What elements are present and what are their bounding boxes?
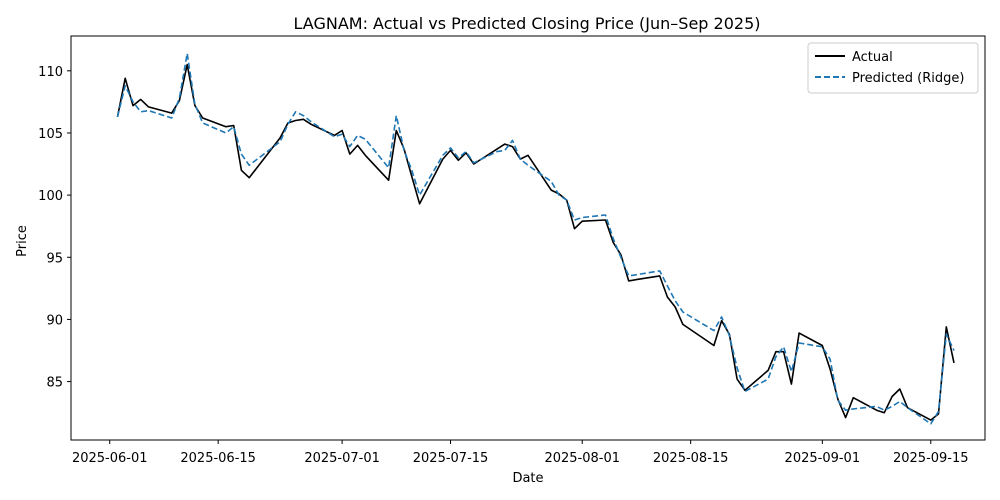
chart-title: LAGNAM: Actual vs Predicted Closing Pric… <box>294 14 761 33</box>
y-tick-label: 105 <box>38 127 63 142</box>
legend: Actual Predicted (Ridge) <box>807 42 979 94</box>
legend-label-predicted: Predicted (Ridge) <box>852 71 964 86</box>
legend-box <box>807 42 979 94</box>
series-line-predicted <box>116 52 955 425</box>
y-tick-label: 110 <box>38 65 63 80</box>
y-tick-label: 90 <box>46 313 63 328</box>
x-tick-label: 2025-07-15 <box>413 451 489 466</box>
x-axis-label: Date <box>512 471 543 486</box>
y-axis-label: Price <box>15 225 30 257</box>
x-tick-label: 2025-06-01 <box>72 451 148 466</box>
plot-frame <box>70 35 986 441</box>
x-tick-label: 2025-09-15 <box>893 451 969 466</box>
legend-label-actual: Actual <box>852 50 893 65</box>
x-tick-label: 2025-09-01 <box>785 451 861 466</box>
y-axis: 85 90 95 100 105 110 <box>38 65 71 391</box>
y-tick-label: 95 <box>46 251 63 266</box>
x-axis: 2025-06-01 2025-06-15 2025-07-01 2025-07-15… <box>72 440 969 466</box>
series-layer <box>116 52 955 425</box>
x-tick-label: 2025-08-01 <box>544 451 620 466</box>
y-tick-label: 100 <box>38 189 63 204</box>
x-tick-label: 2025-08-15 <box>653 451 729 466</box>
series-line-actual <box>116 63 955 421</box>
x-tick-label: 2025-07-01 <box>304 451 380 466</box>
x-tick-label: 2025-06-15 <box>180 451 256 466</box>
y-tick-label: 85 <box>46 376 63 391</box>
